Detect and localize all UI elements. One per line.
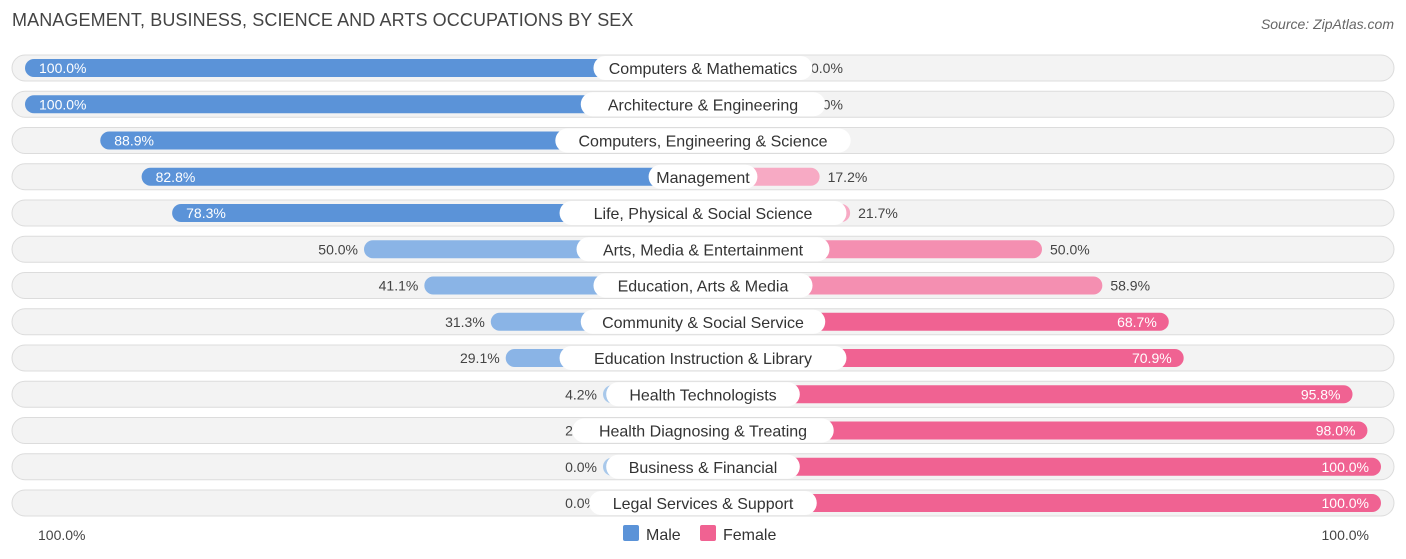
category-label: Business & Financial: [629, 460, 778, 477]
female-value-label: 0.0%: [811, 60, 843, 76]
category-label: Education Instruction & Library: [594, 351, 812, 368]
female-value-label: 68.7%: [1117, 314, 1157, 330]
male-bar: [141, 167, 704, 186]
female-bar: [703, 457, 1381, 476]
source-credit: Source: ZipAtlas.com: [1260, 16, 1394, 32]
category-label: Arts, Media & Entertainment: [603, 242, 804, 259]
male-value-label: 41.1%: [379, 278, 419, 294]
category-label-box: [559, 346, 847, 370]
female-value-label: 100.0%: [1322, 495, 1369, 511]
female-value-label: 98.0%: [1316, 423, 1356, 439]
male-value-label: 100.0%: [39, 96, 86, 112]
category-label: Life, Physical & Social Science: [594, 206, 813, 223]
male-bar: [25, 59, 703, 77]
category-label: Architecture & Engineering: [608, 97, 798, 114]
category-label-box: [580, 92, 826, 117]
female-value-label: 17.2%: [828, 169, 868, 185]
female-value-label: 58.9%: [1110, 278, 1150, 294]
male-value-label: 78.3%: [186, 205, 226, 221]
category-label: Health Diagnosing & Treating: [599, 424, 807, 441]
male-value-label: 88.9%: [114, 133, 154, 149]
category-label: Computers, Engineering & Science: [578, 134, 827, 151]
category-label: Legal Services & Support: [613, 496, 794, 513]
female-bar: [703, 421, 1368, 440]
male-bar: [25, 95, 703, 114]
category-label: Health Technologists: [629, 387, 776, 404]
female-value-label: 21.7%: [858, 205, 898, 221]
category-label: Computers & Mathematics: [609, 61, 798, 78]
axis-left-label: 100.0%: [38, 527, 85, 543]
category-label-box: [559, 201, 847, 225]
category-label: Education, Arts & Media: [618, 279, 789, 296]
category-label-box: [593, 273, 813, 298]
male-value-label: 29.1%: [460, 350, 500, 366]
female-value-label: 70.9%: [1132, 350, 1172, 366]
category-label-box: [589, 491, 817, 515]
category-label-box: [593, 56, 813, 80]
category-label-box: [576, 237, 830, 262]
category-label-box: [580, 309, 826, 334]
female-value-label: 95.8%: [1301, 386, 1341, 402]
category-label: Management: [656, 170, 750, 187]
male-value-label: 4.2%: [565, 386, 597, 402]
legend-label-female: Female: [723, 527, 776, 544]
female-value-label: 100.0%: [1322, 459, 1369, 475]
category-label-box: [606, 382, 800, 407]
male-bar: [100, 131, 704, 150]
legend-label-male: Male: [646, 527, 681, 544]
category-label-box: [606, 454, 800, 479]
male-value-label: 31.3%: [445, 314, 485, 330]
category-label-box: [572, 418, 834, 443]
male-value-label: 50.0%: [318, 241, 358, 257]
category-label: Community & Social Service: [602, 315, 804, 332]
male-value-label: 100.0%: [39, 60, 86, 76]
female-bar: [703, 494, 1381, 512]
axis-right-label: 100.0%: [1322, 527, 1369, 543]
legend-swatch-male: [623, 525, 639, 541]
male-value-label: 82.8%: [156, 169, 196, 185]
female-bar: [703, 385, 1353, 404]
male-value-label: 0.0%: [565, 495, 597, 511]
male-value-label: 0.0%: [565, 459, 597, 475]
category-label-box: [555, 128, 851, 153]
chart-title: MANAGEMENT, BUSINESS, SCIENCE AND ARTS O…: [12, 10, 634, 30]
category-label-box: [648, 164, 758, 189]
female-value-label: 50.0%: [1050, 241, 1090, 257]
legend-swatch-female: [700, 525, 716, 541]
